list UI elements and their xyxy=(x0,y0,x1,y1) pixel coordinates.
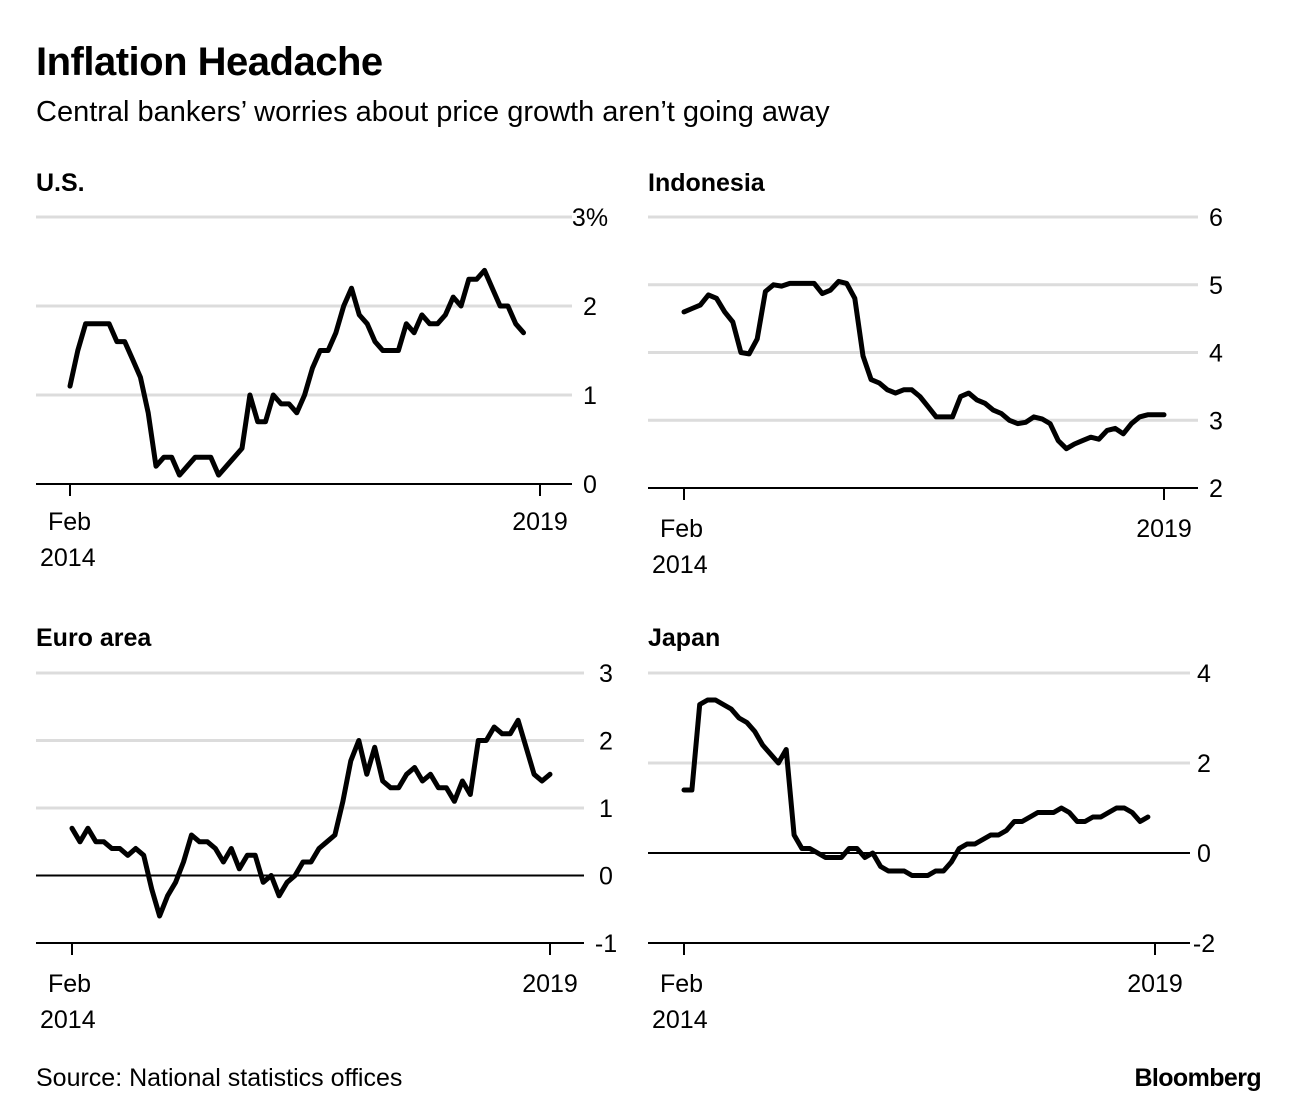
y-tick-label: 0 xyxy=(1197,840,1211,868)
x-tick-label: Feb xyxy=(48,970,91,998)
y-tick-label: 3% xyxy=(572,204,608,232)
y-tick-label: -1 xyxy=(595,930,617,958)
y-tick-label: 0 xyxy=(583,471,597,499)
y-tick-label: 4 xyxy=(1197,660,1211,688)
y-tick-label: 5 xyxy=(1209,272,1223,300)
source-note: Source: National statistics offices xyxy=(36,1064,403,1092)
x-tick-label: 2014 xyxy=(40,1006,96,1034)
x-tick-label: 2014 xyxy=(652,551,708,579)
x-tick-label: Feb xyxy=(48,508,91,536)
x-tick-label: 2019 xyxy=(1136,515,1192,543)
y-tick-label: 2 xyxy=(1209,475,1223,503)
x-tick-label: Feb xyxy=(660,515,703,543)
series-line xyxy=(681,697,1151,878)
x-tick-label: 2014 xyxy=(40,544,96,572)
y-tick-label: -2 xyxy=(1193,930,1215,958)
y-tick-label: 0 xyxy=(599,863,613,891)
y-tick-label: 3 xyxy=(599,660,613,688)
panel-title: U.S. xyxy=(36,169,85,197)
y-tick-label: 6 xyxy=(1209,204,1223,232)
y-tick-label: 2 xyxy=(1197,750,1211,778)
x-tick-label: 2014 xyxy=(652,1006,708,1034)
y-tick-label: 3 xyxy=(1209,407,1223,435)
x-tick-label: 2019 xyxy=(1127,970,1183,998)
panel-title: Japan xyxy=(648,624,720,652)
x-tick-label: 2019 xyxy=(522,970,578,998)
series-line xyxy=(681,278,1167,452)
series-line xyxy=(67,267,526,478)
bloomberg-logo: Bloomberg xyxy=(1134,1064,1261,1092)
y-tick-label: 1 xyxy=(583,382,597,410)
x-tick-label: Feb xyxy=(660,970,703,998)
panel-title: Indonesia xyxy=(648,169,766,197)
x-tick-label: 2019 xyxy=(512,508,568,536)
chart-title: Inflation Headache xyxy=(36,40,383,84)
y-tick-label: 4 xyxy=(1209,340,1223,368)
chart-subtitle: Central bankers’ worries about price gro… xyxy=(36,96,830,128)
series-line xyxy=(69,717,553,919)
y-tick-label: 2 xyxy=(599,728,613,756)
panel-title: Euro area xyxy=(36,624,152,652)
y-tick-label: 1 xyxy=(599,795,613,823)
y-tick-label: 2 xyxy=(583,293,597,321)
